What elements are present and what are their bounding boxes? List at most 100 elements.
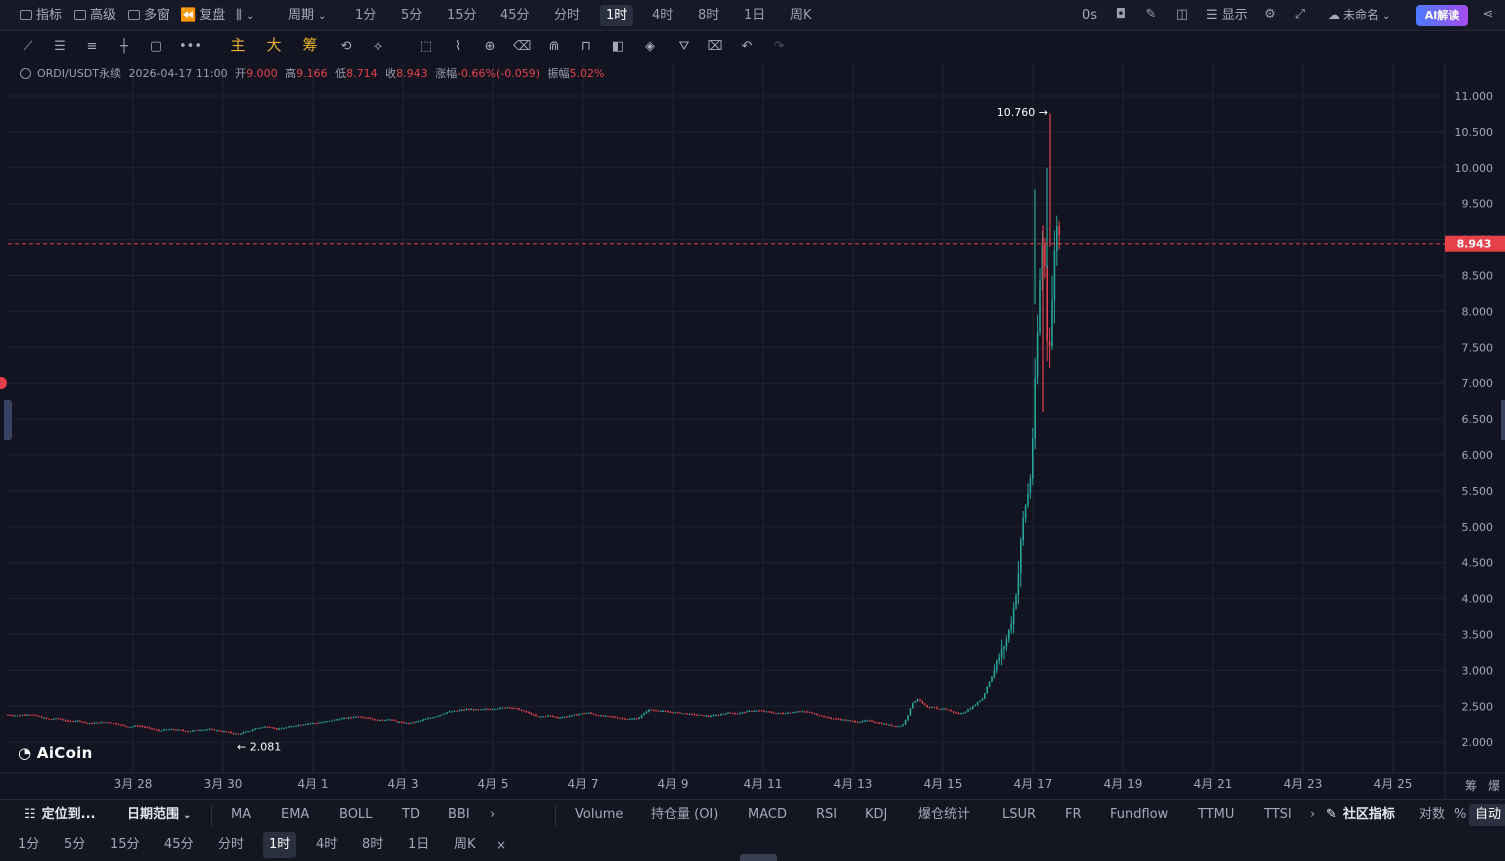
chevron-right-icon[interactable]: › — [490, 807, 496, 822]
close-icon[interactable]: × — [496, 838, 507, 852]
sub-ind-ttsi[interactable]: TTSI — [1264, 807, 1292, 822]
bottom-period-1h[interactable]: 1时 — [263, 832, 297, 858]
period-4h[interactable]: 4时 — [652, 8, 674, 23]
alert-marker[interactable] — [0, 377, 7, 389]
candle-body — [439, 715, 441, 717]
bottom-period-45m[interactable]: 45分 — [164, 837, 194, 852]
period-timeshare[interactable]: 分时 — [554, 8, 581, 23]
horizontal-lines-icon[interactable]: ≡ — [86, 39, 98, 54]
candle-body — [91, 723, 93, 725]
period-45m[interactable]: 45分 — [500, 8, 530, 23]
candlestick-chart[interactable]: 11.00010.50010.0009.5009.0008.5008.0007.… — [0, 63, 1505, 799]
layout-dropdown[interactable]: ☁ 未命名 ⌄ — [1328, 8, 1391, 22]
sub-ind-macd[interactable]: MACD — [748, 807, 787, 822]
chevron-right-icon[interactable]: › — [1310, 807, 1316, 822]
main-ind-ma[interactable]: MA — [231, 807, 252, 822]
pencil-icon[interactable]: ✎ — [1145, 7, 1157, 22]
bottom-period-15m[interactable]: 15分 — [110, 837, 140, 852]
right-panel-handle[interactable] — [1501, 400, 1505, 440]
bottom-period-1d[interactable]: 1日 — [408, 837, 430, 852]
locate-button[interactable]: ☷ 定位到... — [24, 807, 96, 822]
layers-icon[interactable]: ◈ — [645, 39, 655, 54]
ai-interpret-button[interactable]: AI解读 — [1416, 5, 1468, 26]
candle-body — [561, 717, 564, 719]
select-icon[interactable]: ⬚ — [419, 39, 433, 54]
filter-icon[interactable]: ⛛ — [678, 39, 690, 54]
sub-ind-volume[interactable]: Volume — [575, 807, 624, 822]
bottom-period-8h[interactable]: 8时 — [362, 837, 384, 852]
bottom-period-4h[interactable]: 4时 — [316, 837, 338, 852]
left-panel-handle[interactable] — [4, 400, 12, 440]
visibility-toggle-icon[interactable] — [20, 68, 31, 79]
bottom-period-week[interactable]: 周K — [454, 837, 476, 852]
main-ind-td[interactable]: TD — [402, 807, 420, 822]
trash-icon[interactable]: ⌧ — [707, 39, 723, 54]
sub-ind-ttmu[interactable]: TTMU — [1198, 807, 1235, 822]
undo-icon[interactable]: ↶ — [741, 39, 753, 54]
more-tools-icon[interactable]: ••• — [179, 39, 203, 54]
lock-icon[interactable]: ⊓ — [580, 39, 592, 54]
redo-icon[interactable]: ↷ — [773, 39, 785, 54]
sub-ind-kdj[interactable]: KDJ — [865, 807, 888, 822]
sub-ind-liquidation[interactable]: 爆仓统计 — [918, 807, 971, 822]
share-icon[interactable]: ⋖ — [1482, 7, 1494, 22]
chart-type-button[interactable]: ⫼ ⌄ — [236, 0, 254, 31]
bottom-period-5m[interactable]: 5分 — [64, 837, 86, 852]
candle-body — [88, 723, 91, 725]
camera-icon[interactable]: ◘ — [1115, 7, 1127, 22]
bottom-period-timeshare[interactable]: 分时 — [218, 837, 245, 852]
ruler-icon[interactable]: ⌇ — [454, 39, 462, 54]
advanced-button[interactable]: 高级 — [74, 0, 116, 31]
price-chart[interactable]: 11.00010.50010.0009.5009.0008.5008.0007.… — [0, 63, 1505, 799]
replay-button[interactable]: ⏪ 复盘 — [180, 8, 226, 23]
multi-window-button[interactable]: 多窗 — [128, 0, 170, 31]
community-indicator-button[interactable]: ✎ 社区指标 — [1326, 807, 1395, 822]
candle-body — [777, 713, 780, 715]
line-tool-icon[interactable]: ⟋ — [23, 39, 33, 54]
period-1m[interactable]: 1分 — [355, 8, 377, 23]
period-week[interactable]: 周K — [790, 8, 812, 23]
date-range-dropdown[interactable]: 日期范围 ⌄ — [127, 807, 192, 822]
chip-button[interactable]: 筹 — [302, 36, 318, 54]
eraser-icon[interactable]: ⌫ — [513, 39, 532, 54]
measure-icon[interactable]: ⟡ — [373, 39, 383, 54]
candle-body — [950, 710, 952, 712]
period-1h[interactable]: 1时 — [600, 5, 634, 26]
panel-pull-handle[interactable] — [740, 854, 777, 861]
period-8h[interactable]: 8时 — [698, 8, 720, 23]
magnet-icon[interactable]: ⋒ — [548, 39, 560, 54]
log-scale-toggle[interactable]: 对数 — [1419, 807, 1446, 822]
settings-icon[interactable]: ⚙ — [1264, 7, 1276, 22]
zoom-icon[interactable]: ⊕ — [484, 39, 496, 54]
rectangle-icon[interactable]: ▢ — [149, 39, 163, 54]
sync-icon[interactable]: ⟲ — [340, 39, 352, 54]
fullscreen-icon[interactable]: ⤢ — [1294, 7, 1306, 22]
period-5m[interactable]: 5分 — [401, 8, 423, 23]
candle-body — [813, 712, 816, 715]
hide-drawings-icon[interactable]: ◧ — [611, 39, 625, 54]
main-ind-boll[interactable]: BOLL — [339, 807, 373, 822]
percent-scale-toggle[interactable]: % — [1454, 807, 1467, 822]
period-dropdown[interactable]: 周期 ⌄ — [288, 8, 327, 23]
candle-body — [151, 727, 153, 730]
indicator-button[interactable]: 指标 — [20, 0, 62, 31]
sub-ind-oi[interactable]: 持仓量 (OI) — [651, 807, 719, 822]
period-1d[interactable]: 1日 — [744, 8, 766, 23]
horizontal-ray-icon[interactable]: ┼ — [120, 39, 128, 54]
main-ind-ema[interactable]: EMA — [281, 807, 310, 822]
auto-scale-toggle[interactable]: 自动 — [1469, 804, 1505, 826]
sub-ind-lsur[interactable]: LSUR — [1002, 807, 1037, 822]
main-force-button[interactable]: 主 — [230, 36, 246, 54]
candle-body — [98, 722, 100, 724]
sub-ind-fr[interactable]: FR — [1065, 807, 1082, 822]
big-order-button[interactable]: 大 — [266, 36, 282, 54]
sub-ind-rsi[interactable]: RSI — [816, 807, 838, 822]
parallel-lines-icon[interactable]: ☰ — [54, 39, 66, 54]
display-button[interactable]: ☰ 显示 — [1206, 8, 1248, 23]
bottom-period-1m[interactable]: 1分 — [18, 837, 40, 852]
sub-ind-fundflow[interactable]: Fundflow — [1110, 807, 1169, 822]
period-15m[interactable]: 15分 — [447, 8, 477, 23]
candle-body — [283, 728, 285, 730]
main-ind-bbi[interactable]: BBI — [448, 807, 470, 822]
bookmark-icon[interactable]: ◫ — [1175, 7, 1189, 22]
